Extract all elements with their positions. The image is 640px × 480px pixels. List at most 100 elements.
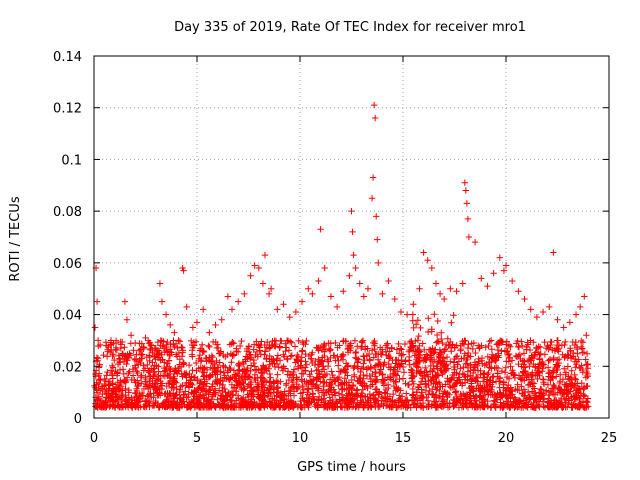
background-point (524, 388, 532, 396)
background-point (117, 338, 124, 346)
background-point (381, 397, 389, 405)
data-point (152, 344, 159, 352)
background-point (410, 324, 417, 332)
background-point (159, 400, 167, 407)
data-point (156, 280, 164, 287)
background-point (172, 364, 179, 372)
background-point (150, 372, 158, 379)
background-point (554, 346, 561, 354)
background-point (461, 350, 468, 357)
background-point (121, 377, 128, 384)
background-point (453, 399, 461, 406)
background-point (197, 364, 204, 371)
background-point (313, 374, 320, 382)
x-tick-label: 25 (601, 431, 618, 446)
x-tick-label: 0 (90, 431, 98, 446)
background-point (95, 342, 102, 350)
background-point (283, 344, 290, 351)
background-point (195, 401, 203, 408)
background-point (411, 352, 418, 359)
background-point (122, 385, 129, 393)
background-point (354, 378, 362, 385)
background-point (522, 364, 529, 371)
background-point (256, 343, 263, 351)
background-point (259, 390, 267, 398)
background-point (515, 360, 522, 368)
background-point (125, 389, 132, 396)
background-point (171, 392, 179, 399)
background-point (486, 377, 493, 385)
background-point (553, 404, 561, 411)
background-point (149, 359, 156, 366)
background-point (253, 348, 261, 356)
background-point (517, 355, 524, 363)
background-point (164, 389, 171, 397)
background-point (578, 337, 585, 345)
background-point (322, 401, 329, 408)
background-point (484, 353, 492, 360)
background-point (148, 393, 155, 401)
background-point (320, 343, 327, 350)
background-point (119, 366, 127, 373)
background-point (161, 390, 168, 398)
background-point (510, 398, 517, 405)
background-point (298, 348, 306, 355)
background-point (315, 397, 322, 404)
background-point (429, 385, 436, 393)
background-point (266, 370, 273, 378)
data-point (364, 285, 372, 292)
data-point (502, 262, 510, 269)
background-point (95, 403, 103, 410)
background-point (219, 387, 226, 395)
background-point (220, 369, 227, 376)
background-point (449, 341, 456, 348)
background-point (398, 360, 405, 367)
background-point (491, 354, 499, 362)
background-point (94, 355, 102, 362)
background-point (285, 347, 293, 354)
background-point (480, 403, 487, 411)
background-point (115, 352, 122, 359)
background-point (189, 399, 197, 406)
background-point (180, 359, 187, 366)
background-point (179, 373, 186, 380)
background-point (501, 348, 509, 355)
background-point (394, 386, 401, 393)
background-point (454, 352, 461, 360)
background-point (215, 387, 223, 394)
background-point (424, 397, 432, 404)
background-point (309, 380, 317, 387)
background-point (299, 370, 307, 378)
background-point (450, 403, 457, 410)
background-point (102, 399, 109, 406)
background-point (276, 397, 284, 404)
data-point (235, 298, 242, 305)
background-point (347, 398, 354, 406)
background-point (417, 368, 424, 375)
data-point (255, 264, 262, 272)
background-point (562, 369, 570, 376)
background-point (334, 344, 341, 351)
background-point (484, 371, 491, 378)
background-point (133, 351, 140, 358)
background-point (197, 378, 204, 386)
background-point (327, 386, 334, 394)
background-point (467, 397, 474, 404)
background-point (342, 369, 350, 376)
background-point (509, 391, 516, 398)
background-point (313, 367, 320, 374)
background-point (483, 386, 490, 393)
background-point (126, 368, 133, 375)
background-point (474, 378, 481, 385)
data-point (286, 313, 293, 321)
background-point (284, 356, 291, 363)
background-point (450, 382, 458, 390)
background-point (534, 348, 542, 356)
background-point (285, 387, 293, 395)
data-point (403, 311, 411, 318)
data-point (127, 332, 135, 339)
background-point (176, 404, 183, 411)
background-point (258, 368, 266, 376)
background-point (330, 374, 338, 382)
data-point (462, 187, 470, 194)
